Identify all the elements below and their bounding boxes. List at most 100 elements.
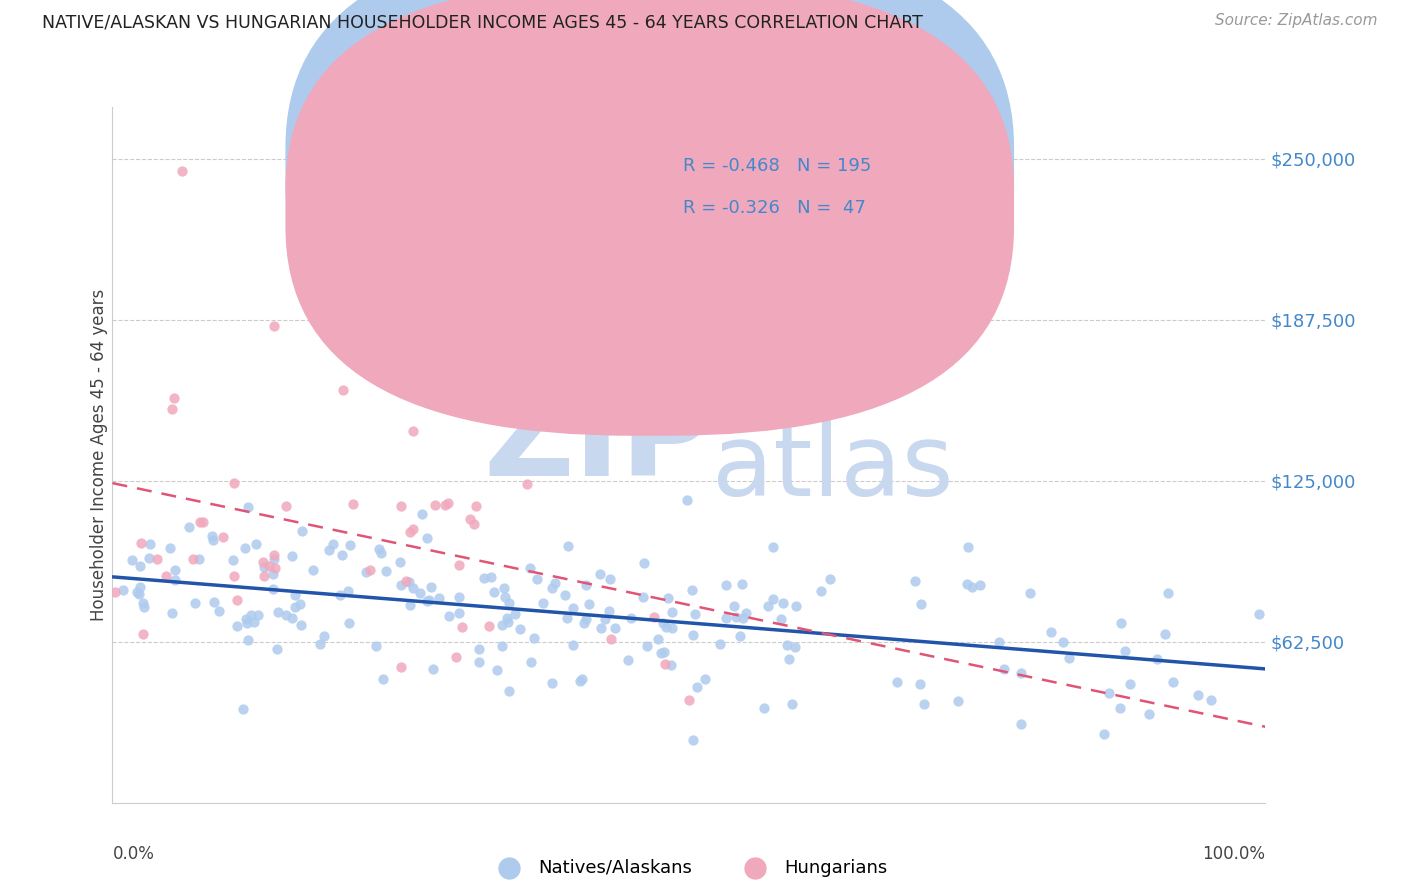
Point — [370, 546, 392, 560]
Point — [600, 632, 623, 646]
Point — [1109, 615, 1132, 630]
Point — [408, 586, 430, 600]
Point — [212, 530, 235, 544]
Point — [1119, 677, 1142, 691]
Point — [572, 615, 595, 630]
Point — [1161, 674, 1184, 689]
Point — [886, 674, 908, 689]
Point — [339, 538, 361, 552]
Point — [482, 585, 505, 599]
Point — [389, 659, 412, 673]
Point — [603, 621, 626, 635]
Point — [399, 599, 422, 613]
Point — [342, 497, 364, 511]
Point — [785, 640, 807, 654]
Point — [770, 612, 793, 626]
Point — [716, 578, 738, 592]
Point — [509, 622, 531, 636]
Point — [165, 574, 187, 588]
Point — [904, 574, 927, 588]
Point — [263, 561, 285, 575]
Point — [201, 529, 224, 543]
Point — [599, 572, 621, 586]
Point — [437, 608, 460, 623]
Point — [245, 537, 267, 551]
Point — [283, 588, 305, 602]
Point — [494, 590, 516, 604]
Point — [735, 606, 758, 620]
Point — [207, 604, 229, 618]
Point — [643, 610, 665, 624]
Point — [437, 496, 460, 510]
Point — [288, 597, 311, 611]
Point — [222, 553, 245, 567]
Point — [177, 519, 200, 533]
Text: 0.0%: 0.0% — [112, 845, 155, 863]
Point — [356, 565, 378, 579]
Point — [368, 542, 391, 557]
Y-axis label: Householder Income Ages 45 - 64 years: Householder Income Ages 45 - 64 years — [90, 289, 108, 621]
Point — [121, 553, 143, 567]
Text: Source: ZipAtlas.com: Source: ZipAtlas.com — [1215, 13, 1378, 29]
Point — [661, 606, 683, 620]
Point — [129, 580, 152, 594]
Point — [332, 384, 354, 398]
Point — [716, 611, 738, 625]
Point — [188, 552, 211, 566]
Point — [359, 563, 381, 577]
Point — [146, 551, 169, 566]
Point — [322, 537, 344, 551]
Point — [652, 615, 675, 630]
Point — [908, 677, 931, 691]
Point — [281, 549, 304, 564]
Point — [1153, 627, 1175, 641]
Point — [263, 549, 285, 563]
Point — [447, 606, 470, 620]
Point — [650, 646, 672, 660]
Point — [138, 550, 160, 565]
Point — [463, 517, 485, 532]
Point — [398, 575, 420, 590]
Point — [451, 620, 474, 634]
Point — [946, 694, 969, 708]
Point — [569, 674, 592, 689]
Point — [427, 591, 450, 605]
Point — [1114, 644, 1136, 658]
Point — [162, 606, 184, 620]
Point — [693, 672, 716, 686]
Point — [252, 555, 274, 569]
Point — [226, 619, 249, 633]
Point — [163, 392, 186, 406]
Point — [544, 575, 567, 590]
Point — [541, 676, 564, 690]
Point — [263, 552, 285, 566]
Point — [129, 536, 152, 550]
Point — [478, 618, 501, 632]
Point — [449, 590, 471, 604]
Point — [238, 500, 260, 514]
Point — [682, 732, 704, 747]
Point — [243, 615, 266, 629]
Point — [756, 599, 779, 613]
FancyBboxPatch shape — [285, 0, 1014, 394]
Point — [262, 566, 284, 581]
Point — [446, 649, 468, 664]
Point — [433, 498, 456, 512]
Point — [257, 559, 280, 574]
Point — [415, 531, 437, 545]
Point — [236, 632, 259, 647]
Point — [723, 599, 745, 613]
Point — [541, 581, 564, 595]
Text: R = -0.468   N = 195: R = -0.468 N = 195 — [683, 157, 872, 175]
Point — [418, 592, 440, 607]
Point — [1157, 585, 1180, 599]
Point — [676, 493, 699, 508]
Point — [491, 617, 513, 632]
Point — [1137, 707, 1160, 722]
Point — [291, 524, 314, 539]
Point — [912, 697, 935, 711]
Point — [266, 642, 288, 657]
Point — [1249, 607, 1271, 621]
Text: ZIP: ZIP — [484, 381, 711, 501]
FancyBboxPatch shape — [609, 121, 1000, 232]
